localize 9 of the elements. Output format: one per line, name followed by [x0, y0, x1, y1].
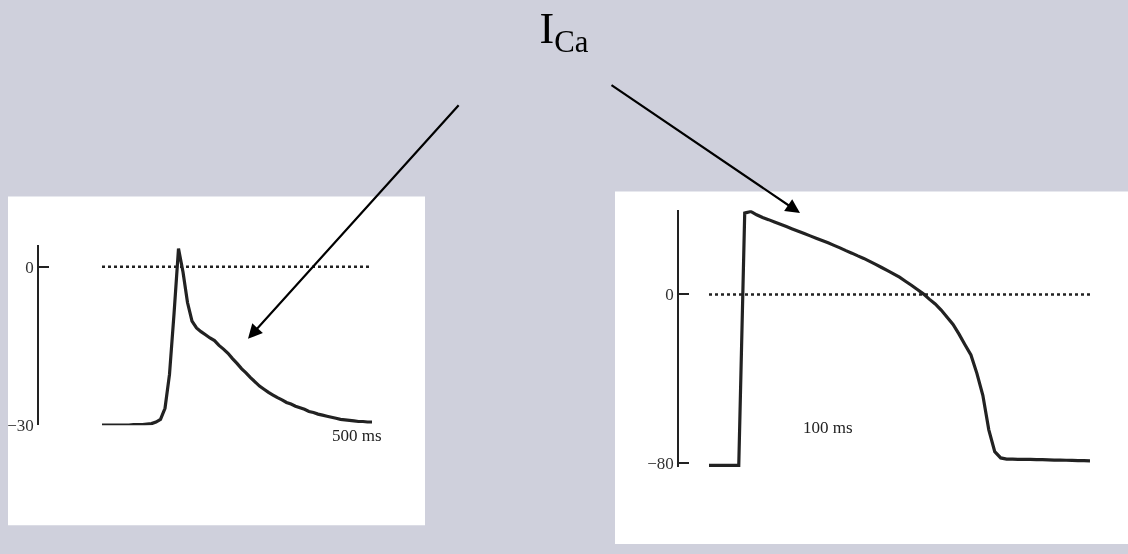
line-series	[102, 247, 372, 426]
line-series	[709, 210, 1090, 467]
y-tick-label: −30	[7, 416, 34, 436]
text: 500 ms	[332, 426, 382, 445]
y-tick-label: −80	[647, 454, 674, 474]
y-tick-label: 0	[665, 285, 674, 305]
y-tick-label: 0	[25, 257, 34, 277]
annotation: 100 ms	[803, 418, 853, 437]
chart-title: I$_{Ca}$	[539, 3, 589, 60]
